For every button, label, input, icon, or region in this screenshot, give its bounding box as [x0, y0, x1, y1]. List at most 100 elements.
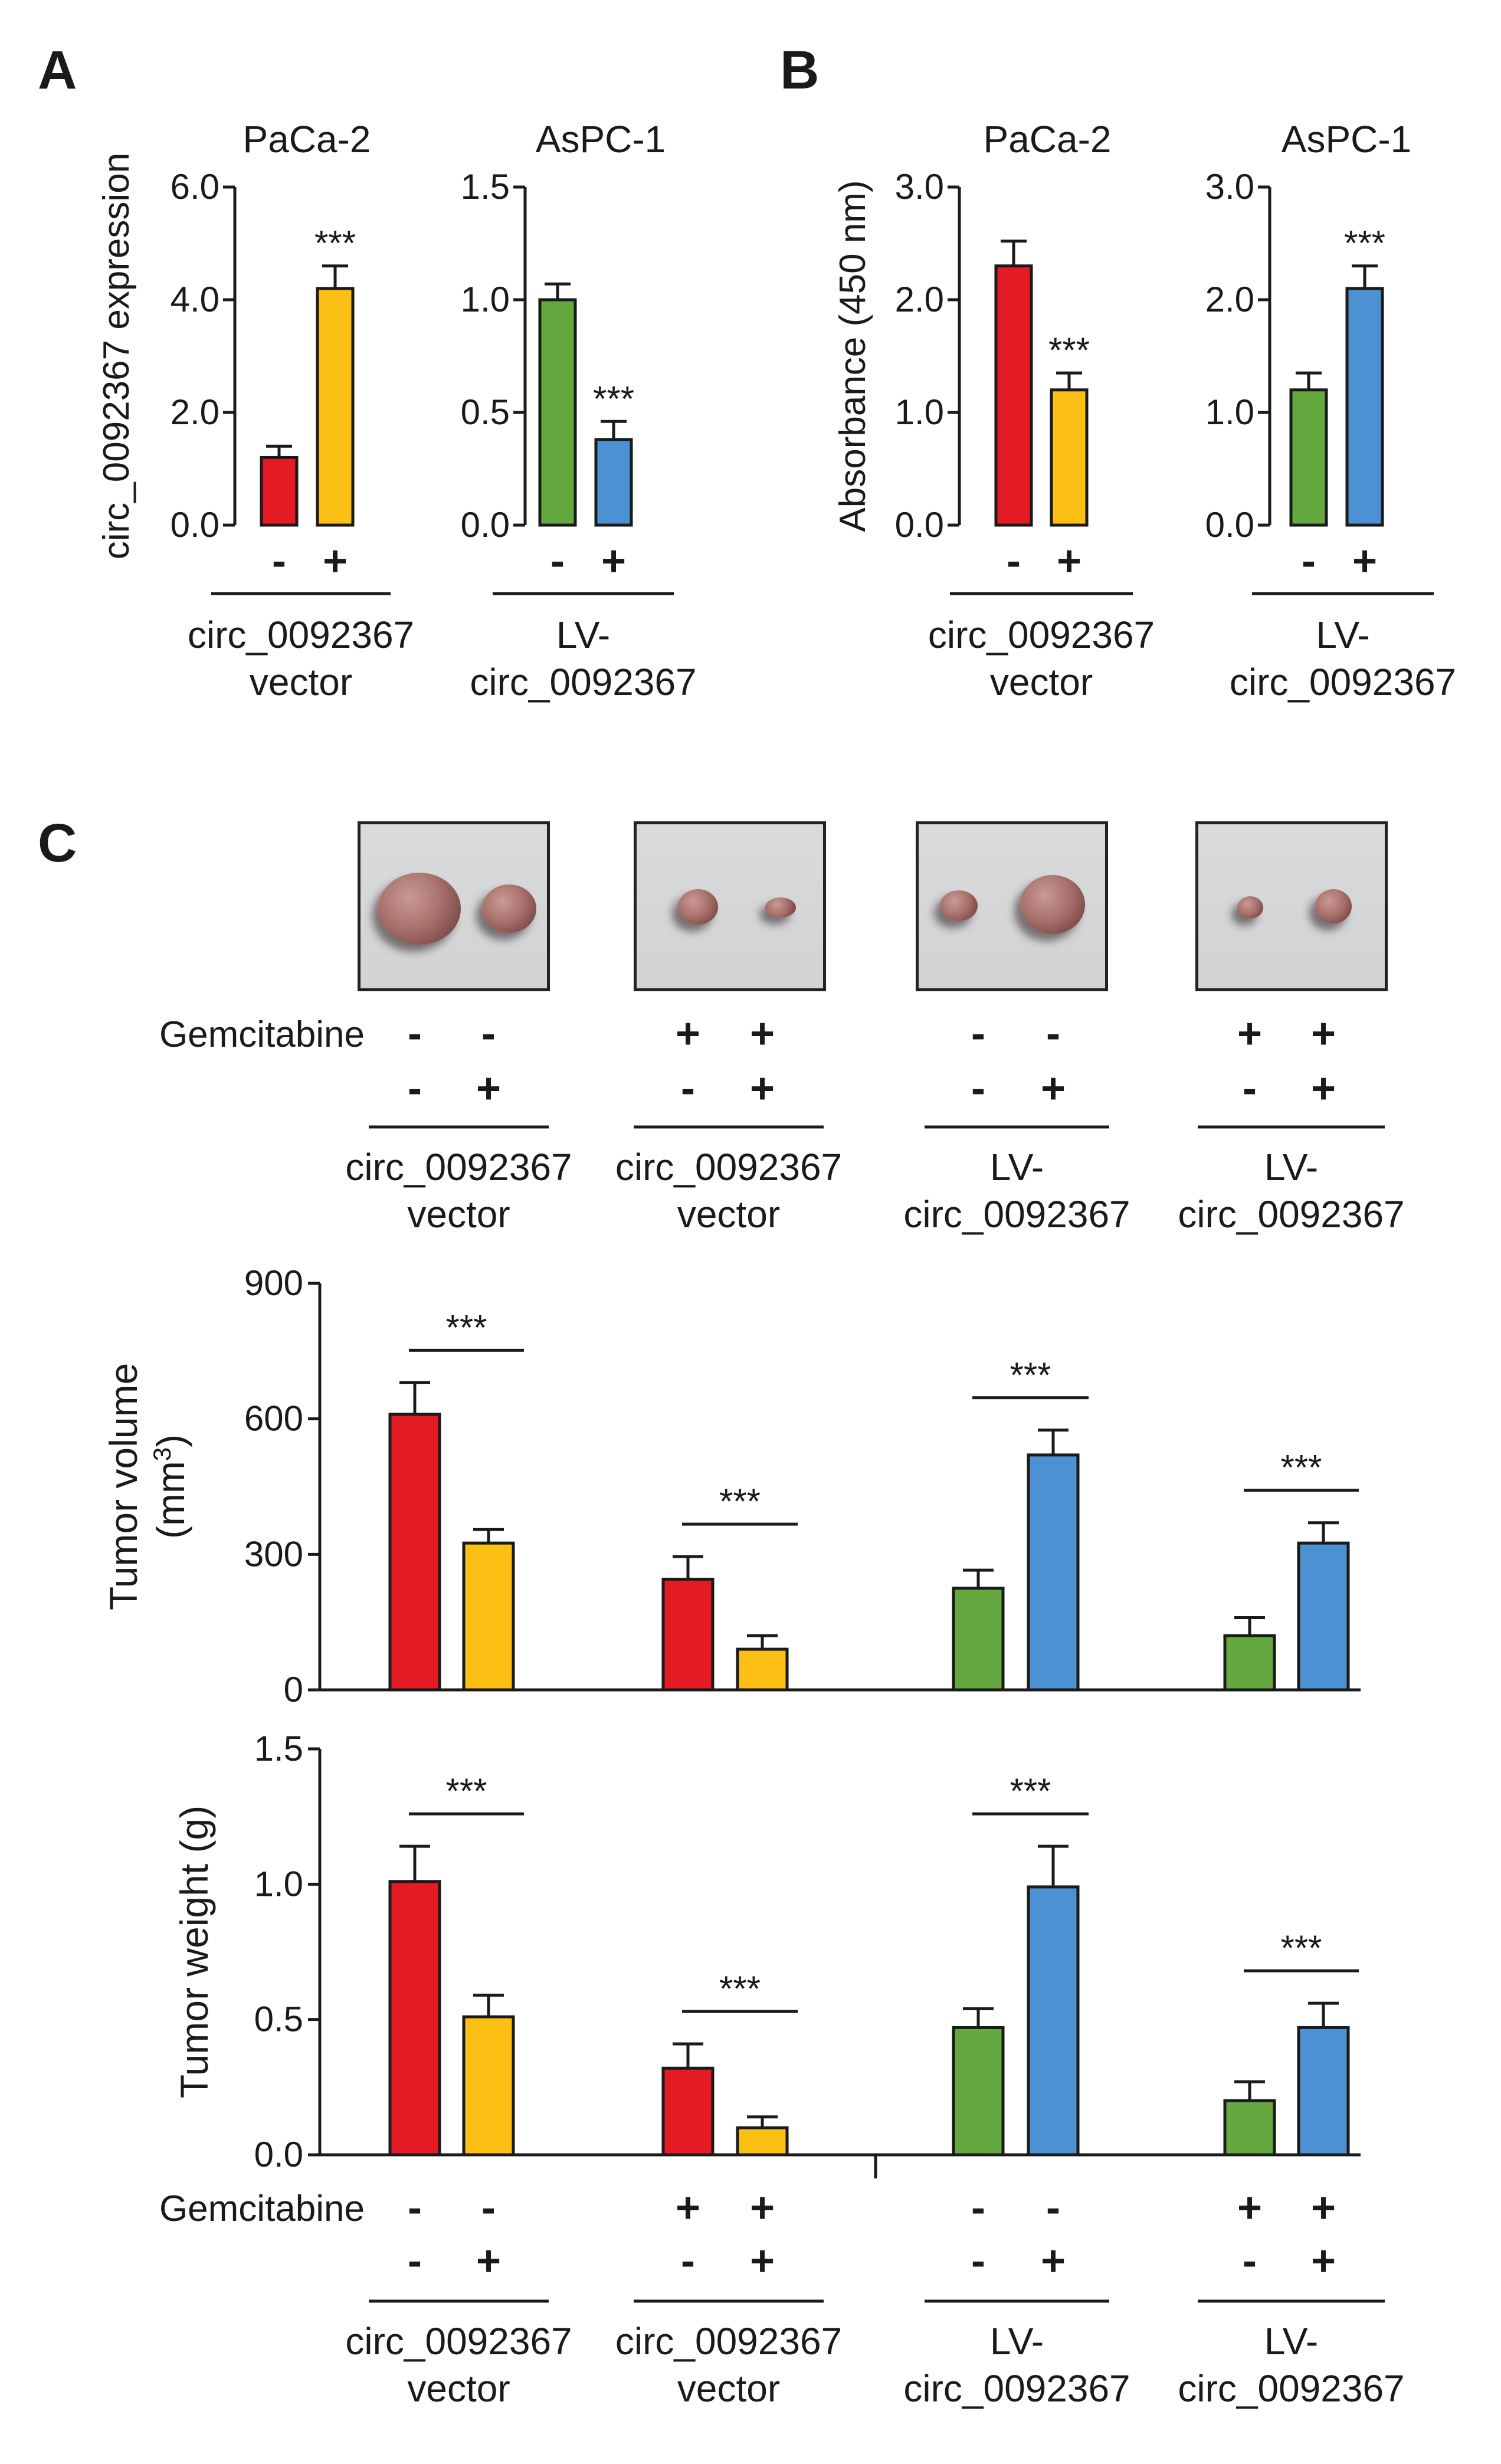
significance-label: *** — [445, 1771, 487, 1811]
bar — [1289, 388, 1328, 527]
panel-label-a: A — [38, 40, 77, 100]
significance-label: *** — [1010, 1355, 1051, 1395]
chart-paca2-expression: 0.0 2.0 4.0 6.0 PaCa-2 circ_0092367 expressio… — [96, 118, 414, 703]
group-label-line2: circ_0092367 — [1178, 2367, 1404, 2410]
y-tick-label: 2.0 — [895, 280, 944, 319]
gemcitabine-sign: + — [676, 2184, 700, 2232]
y-tick-label: 300 — [244, 1534, 303, 1574]
chart-paca2-absorbance: 0.0 1.0 2.0 3.0 PaCa-2 Absorbance (450 nm) - **… — [833, 118, 1155, 703]
y-tick-label: 0.0 — [1205, 505, 1254, 545]
vector-sign: + — [750, 1065, 775, 1112]
group-label-line2: circ_0092367 — [1230, 661, 1456, 703]
vector-sign: - — [408, 1065, 422, 1112]
group-label-line2: vector — [407, 2367, 510, 2410]
bar — [1223, 1634, 1276, 1692]
y-tick-label: 0.0 — [461, 505, 510, 545]
tumor-photo-1 — [358, 821, 550, 991]
vector-sign: - — [681, 1065, 695, 1112]
gemcitabine-sign: + — [750, 2184, 775, 2232]
group-label-line1: LV- — [990, 2320, 1044, 2363]
y-axis-label: Absorbance (450 nm) — [833, 180, 873, 532]
bar — [952, 1587, 1005, 1692]
unit-text: (mm — [149, 1461, 192, 1539]
significance-label: *** — [445, 1308, 487, 1347]
group-label-line1: circ_0092367 — [345, 1146, 572, 1188]
y-tick-label: 1.0 — [895, 392, 944, 432]
bar — [994, 264, 1033, 527]
y-tick-label: 0.0 — [254, 2135, 303, 2174]
y-tick-label: 900 — [244, 1263, 303, 1303]
y-tick-label: 1.5 — [461, 167, 510, 207]
y-tick-label: 600 — [244, 1399, 303, 1439]
y-tick-label: 1.0 — [1205, 392, 1254, 432]
y-tick-label: 3.0 — [895, 167, 944, 207]
significance-label: *** — [1048, 330, 1090, 370]
bar — [538, 298, 577, 527]
gemcitabine-sign: - — [971, 2184, 985, 2232]
vector-sign: + — [476, 1065, 501, 1112]
y-tick-label: 0.5 — [254, 2000, 303, 2039]
condition-sign: - — [272, 538, 286, 585]
bar — [1050, 388, 1089, 527]
gemcitabine-sign: + — [1311, 1010, 1336, 1057]
condition-sign: + — [323, 538, 348, 585]
vector-sign: - — [408, 2237, 422, 2285]
group-label-line2: vector — [677, 2367, 780, 2410]
vector-sign: + — [1311, 1065, 1336, 1112]
tumor-image — [765, 897, 796, 918]
bar — [316, 287, 355, 527]
chart-aspc1-expression: 0.0 0.5 1.0 1.5 AsPC-1 - *** + LV-circ_0092367 — [461, 118, 697, 703]
gemcitabine-sign: + — [1237, 1010, 1262, 1057]
condition-sign: + — [601, 538, 626, 585]
chart-title: PaCa-2 — [984, 118, 1112, 160]
chart-aspc1-absorbance: 0.0 1.0 2.0 3.0 AsPC-1 - *** + LV-circ_0092367 — [1205, 118, 1457, 703]
bar — [1345, 287, 1384, 527]
tumor-photo-3 — [916, 821, 1108, 991]
y-axis-unit: (mm3) — [148, 1434, 193, 1539]
gemcitabine-sign: - — [408, 1010, 422, 1057]
y-tick-label: 1.0 — [461, 280, 510, 319]
panel-label-c: C — [38, 813, 77, 873]
vector-sign: - — [1243, 1065, 1257, 1112]
gemcitabine-sign: - — [481, 2184, 496, 2232]
bar — [736, 2126, 789, 2157]
chart-tumor-volume: 0 300 600 900 Tumor volume (mm3) *** *** *** *** — [101, 1263, 1361, 1709]
bar — [736, 1647, 789, 1692]
significance-label: *** — [314, 224, 356, 263]
significance-label: *** — [719, 1482, 761, 1521]
significance-label: *** — [1280, 1448, 1322, 1487]
condition-sign: - — [1007, 538, 1021, 585]
group-label-line2: circ_0092367 — [903, 1193, 1130, 1236]
chart-title: AsPC-1 — [1282, 118, 1412, 160]
group-label-line1: LV- — [990, 1146, 1044, 1188]
significance-label: *** — [1010, 1771, 1051, 1811]
vector-sign: + — [1311, 2237, 1336, 2285]
bar — [1297, 1541, 1350, 1692]
chart-title: AsPC-1 — [536, 118, 666, 160]
condition-sign: + — [1352, 538, 1377, 585]
tumor-photo-4 — [1195, 821, 1388, 991]
tumor-photo-2 — [634, 821, 826, 991]
y-axis-label: Tumor weight (g) — [172, 1806, 216, 2098]
vector-sign: - — [971, 1065, 985, 1112]
group-label-line1: circ_0092367 — [188, 614, 414, 656]
gemcitabine-label: Gemcitabine — [159, 2188, 365, 2229]
group-label-line1: LV- — [1264, 1146, 1318, 1188]
y-tick-label: 2.0 — [1205, 280, 1254, 319]
y-tick-label: 0 — [284, 1670, 303, 1709]
y-tick-label: 4.0 — [171, 280, 219, 319]
group-label-line2: circ_0092367 — [470, 661, 696, 703]
tumor-image — [1237, 896, 1263, 919]
y-axis-label: Tumor volume — [101, 1363, 145, 1610]
panel-label-b: B — [780, 40, 819, 100]
group-label-line2: circ_0092367 — [1178, 1193, 1404, 1236]
gemcitabine-label: Gemcitabine — [159, 1014, 365, 1055]
group-label-line1: circ_0092367 — [928, 614, 1155, 656]
tumor-image — [678, 889, 718, 925]
vector-sign: - — [1243, 2237, 1257, 2285]
condition-sign: + — [1057, 538, 1081, 585]
y-tick-label: 6.0 — [171, 167, 219, 207]
group-label-line2: circ_0092367 — [903, 2367, 1130, 2410]
y-tick-label: 0.0 — [895, 505, 944, 545]
